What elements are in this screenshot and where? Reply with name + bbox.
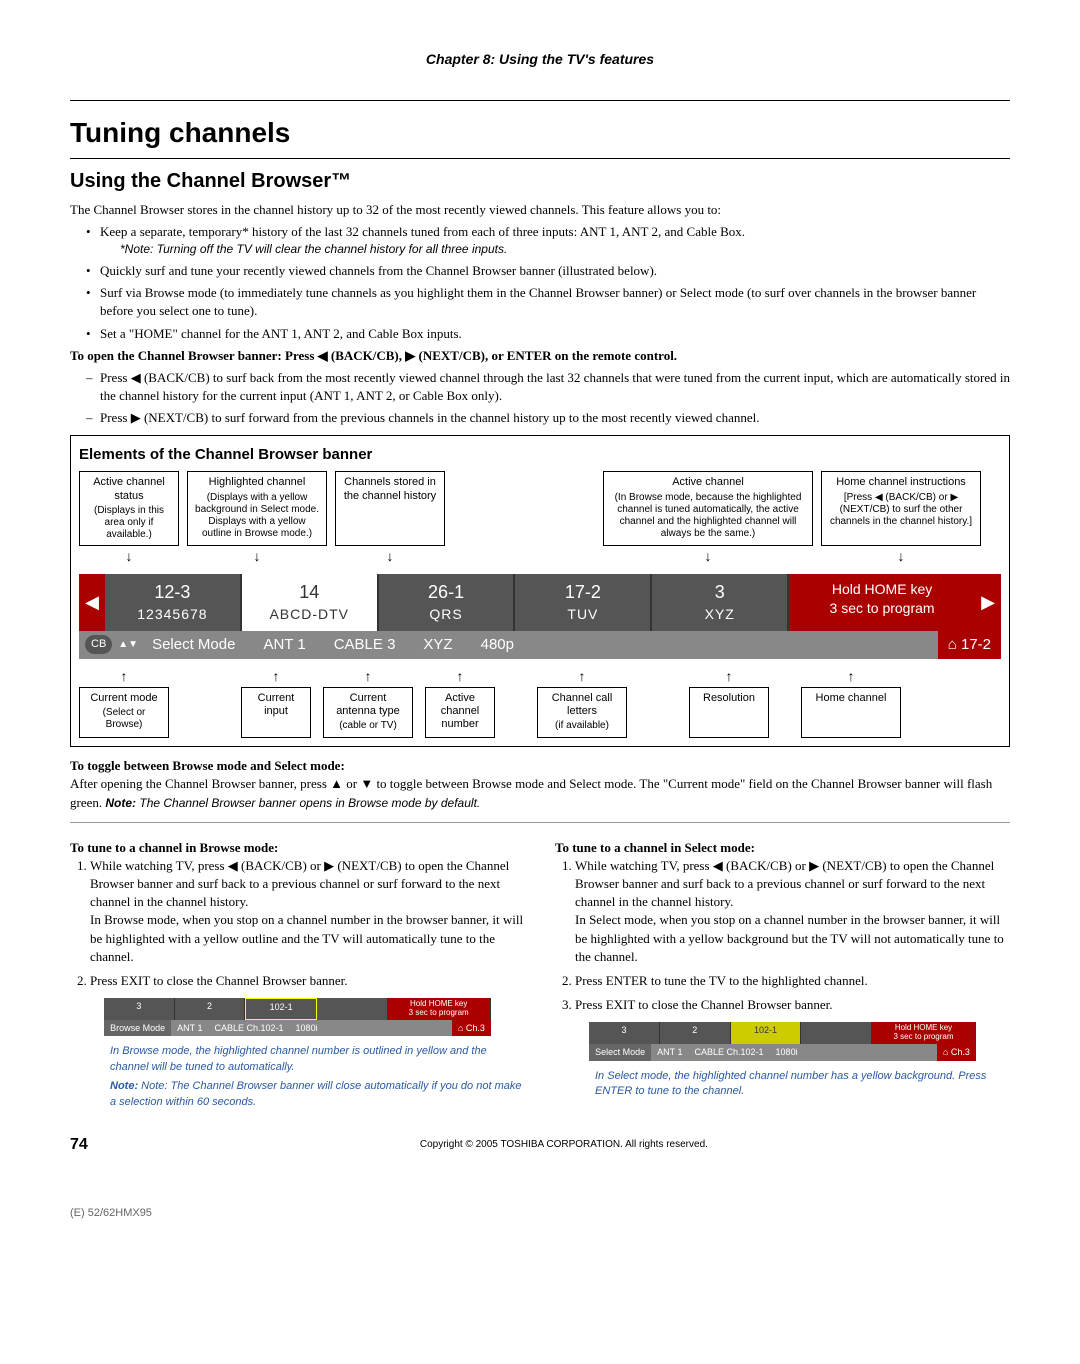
browse-mode-banner-illustration: 3 2 102-1 Hold HOME key 3 sec to program… [104, 998, 491, 1036]
status-bar: CB ▲▼ Select Mode ANT 1 CABLE 3 XYZ 480p… [79, 631, 1001, 659]
callout-box: Active channel(In Browse mode, because t… [603, 471, 813, 545]
feature-list: Keep a separate, temporary* history of t… [70, 223, 1010, 343]
list-item: Press ▶ (NEXT/CB) to surf forward from t… [100, 409, 1010, 427]
list-item: Keep a separate, temporary* history of t… [100, 223, 1010, 258]
callout-box: Home channel instructions[Press ◀ (BACK/… [821, 471, 981, 545]
callout-box: Highlighted channel(Displays with a yell… [187, 471, 327, 545]
mode-label: Select Mode [138, 634, 249, 655]
callout-box: Current input [241, 687, 311, 739]
diagram-title: Elements of the Channel Browser banner [79, 444, 1001, 465]
home-channel-label: ⌂ 17-2 [938, 631, 1001, 659]
list-item: While watching TV, press ◀ (BACK/CB) or … [575, 857, 1010, 966]
callout-box: Active channel number [425, 687, 495, 739]
page-footer: 74 Copyright © 2005 TOSHIBA CORPORATION.… [70, 1134, 1010, 1156]
select-steps: While watching TV, press ◀ (BACK/CB) or … [555, 857, 1010, 1015]
home-cell: Hold HOME key 3 sec to program [789, 574, 975, 631]
channel-cell: 3XYZ [652, 574, 789, 631]
callout-box: Resolution [689, 687, 769, 739]
note-text: *Note: Turning off the TV will clear the… [120, 241, 1010, 258]
list-item: Set a "HOME" channel for the ANT 1, ANT … [100, 325, 1010, 343]
list-item: Press EXIT to close the Channel Browser … [90, 972, 525, 990]
list-item: Surf via Browse mode (to immediately tun… [100, 284, 1010, 320]
browse-note: Note: Note: The Channel Browser banner w… [110, 1079, 525, 1110]
section-title: Using the Channel Browser™ [70, 167, 1010, 195]
browse-title: To tune to a channel in Browse mode: [70, 839, 525, 857]
cb-badge: CB [85, 635, 112, 654]
list-item: Quickly surf and tune your recently view… [100, 262, 1010, 280]
right-arrow-icon: ▶ [975, 574, 1001, 631]
callout-box: Channel call letters(if available) [537, 687, 627, 739]
toggle-title: To toggle between Browse mode and Select… [70, 757, 1010, 775]
browse-caption: In Browse mode, the highlighted channel … [110, 1044, 525, 1075]
toggle-body: After opening the Channel Browser banner… [70, 775, 1010, 811]
page-number: 74 [70, 1134, 88, 1156]
callout-box: Current mode(Select or Browse) [79, 687, 169, 739]
callout-box: Channels stored in the channel history [335, 471, 445, 545]
select-mode-banner-illustration: 3 2 102-1 Hold HOME key 3 sec to program… [589, 1022, 976, 1060]
list-item: Press ENTER to tune the TV to the highli… [575, 972, 1010, 990]
open-banner-instruction: To open the Channel Browser banner: Pres… [70, 347, 1010, 365]
list-item: Press EXIT to close the Channel Browser … [575, 996, 1010, 1014]
channel-bar: ◀ 12-31234567814ABCD-DTV26-1QRS17-2TUV3X… [79, 574, 1001, 631]
select-caption: In Select mode, the highlighted channel … [595, 1069, 1010, 1100]
channel-cell: 14ABCD-DTV [242, 574, 379, 631]
letters-label: XYZ [409, 634, 466, 655]
copyright-text: Copyright © 2005 TOSHIBA CORPORATION. Al… [118, 1138, 1010, 1152]
input-label: ANT 1 [249, 634, 319, 655]
two-column-section: To tune to a channel in Browse mode: Whi… [70, 822, 1010, 1114]
divider [70, 158, 1010, 159]
select-title: To tune to a channel in Select mode: [555, 839, 1010, 857]
callout-box: Active channel status(Displays in this a… [79, 471, 179, 545]
channel-browser-diagram: Elements of the Channel Browser banner A… [70, 435, 1010, 747]
channel-cell: 12-312345678 [105, 574, 242, 631]
callout-box: Home channel [801, 687, 901, 739]
resolution-label: 480p [467, 634, 528, 655]
browse-steps: While watching TV, press ◀ (BACK/CB) or … [70, 857, 525, 990]
intro-text: The Channel Browser stores in the channe… [70, 201, 1010, 219]
select-mode-column: To tune to a channel in Select mode: Whi… [555, 829, 1010, 1114]
bottom-callouts: Current mode(Select or Browse) Current in… [79, 687, 1001, 739]
browse-mode-column: To tune to a channel in Browse mode: Whi… [70, 829, 525, 1114]
channel-cell: 17-2TUV [515, 574, 652, 631]
updown-icon: ▲▼ [118, 638, 138, 652]
callout-box: Current antenna type(cable or TV) [323, 687, 413, 739]
list-item: While watching TV, press ◀ (BACK/CB) or … [90, 857, 525, 966]
left-arrow-icon: ◀ [79, 574, 105, 631]
model-label: (E) 52/62HMX95 [70, 1206, 1010, 1221]
list-item: Press ◀ (BACK/CB) to surf back from the … [100, 369, 1010, 405]
top-callouts: Active channel status(Displays in this a… [79, 471, 1001, 545]
dash-list: Press ◀ (BACK/CB) to surf back from the … [70, 369, 1010, 428]
chapter-header: Chapter 8: Using the TV's features [70, 50, 1010, 70]
channel-cell: 26-1QRS [379, 574, 516, 631]
antenna-label: CABLE 3 [320, 634, 410, 655]
page-title: Tuning channels [70, 113, 1010, 152]
divider [70, 100, 1010, 101]
